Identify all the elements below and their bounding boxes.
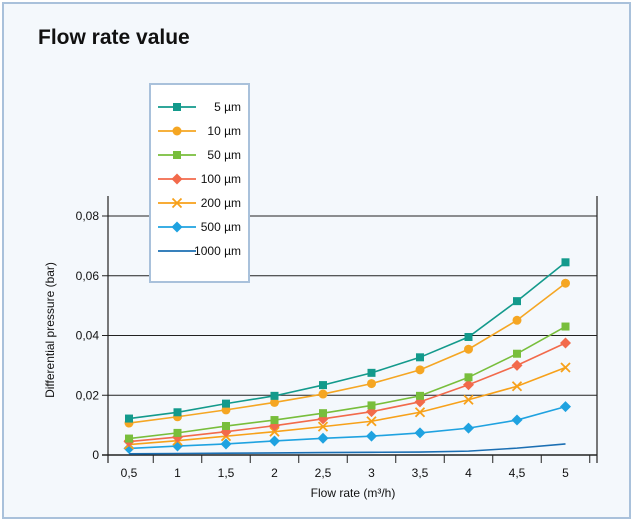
data-point [318,389,328,399]
data-point [317,421,329,432]
x-tick-label: 3,5 [412,466,429,480]
series-line [128,325,566,440]
legend-label: 50 µm [207,148,241,162]
data-point [560,337,571,349]
legend-label: 100 µm [201,172,241,186]
y-tick-label: 0,06 [76,269,100,283]
x-axis-label: Flow rate (m³/h) [311,486,396,500]
data-point [367,368,376,377]
data-point [125,414,133,423]
data-point [416,391,424,400]
data-point [464,373,473,382]
legend-label: 1000 µm [194,244,241,258]
data-point [463,422,474,434]
data-point [414,427,426,439]
data-point [511,381,523,392]
series-line [128,366,566,446]
data-point [561,258,570,267]
data-point [222,422,230,431]
data-point [123,442,135,454]
data-point [513,349,521,358]
data-point [415,365,425,375]
data-point [222,399,230,408]
data-point [416,353,424,362]
legend-marker [171,221,183,233]
data-point [173,428,182,437]
legend-marker [173,151,181,159]
x-tick-label: 2,5 [315,466,332,480]
data-point [366,430,377,442]
data-point [270,416,279,425]
series-line [128,405,566,450]
data-point [366,416,377,427]
data-point [511,359,523,371]
x-tick-label: 2 [271,466,278,480]
legend-label: 10 µm [207,124,241,138]
series-line [128,443,566,455]
data-point [414,407,426,418]
data-point [464,344,473,354]
y-tick-label: 0,08 [76,209,100,223]
data-point [560,401,571,413]
series-line [128,282,566,424]
legend-label: 500 µm [201,220,241,234]
legend-box [149,83,250,283]
data-point [367,401,376,410]
data-point [463,394,474,405]
data-point [463,379,474,391]
x-tick-label: 1 [174,466,181,480]
data-point [512,315,522,325]
data-point [220,438,232,450]
y-tick-label: 0,04 [76,329,100,343]
x-tick-label: 3 [368,466,375,480]
data-point [513,297,521,306]
data-point [319,409,327,418]
chart-title: Flow rate value [38,26,190,49]
series-line [128,261,567,420]
y-tick-label: 0 [92,448,99,462]
data-point [367,379,376,389]
y-tick-label: 0,02 [76,388,100,402]
legend-marker [171,197,183,209]
data-point [561,322,570,331]
x-tick-label: 1,5 [218,466,235,480]
legend-marker [172,126,182,136]
data-point [270,397,279,407]
legend-label: 200 µm [201,196,241,210]
data-point [560,362,571,373]
data-point [269,426,280,437]
data-point [511,414,523,426]
data-point [125,434,133,443]
data-point [221,405,231,415]
x-tick-label: 4,5 [509,466,526,480]
legend-marker [171,173,183,185]
data-point [561,278,570,288]
data-point [319,381,327,390]
data-point [269,435,280,447]
data-point [173,408,182,417]
x-tick-label: 5 [562,466,569,480]
x-tick-label: 0,5 [121,466,138,480]
x-tick-label: 4 [465,466,472,480]
legend-marker [173,103,181,111]
data-point [270,391,279,400]
data-point [464,332,473,341]
legend-label: 5 µm [214,100,241,114]
series-line [128,342,566,443]
y-axis-label: Differential pressure (bar) [43,262,57,398]
data-point [317,432,329,444]
